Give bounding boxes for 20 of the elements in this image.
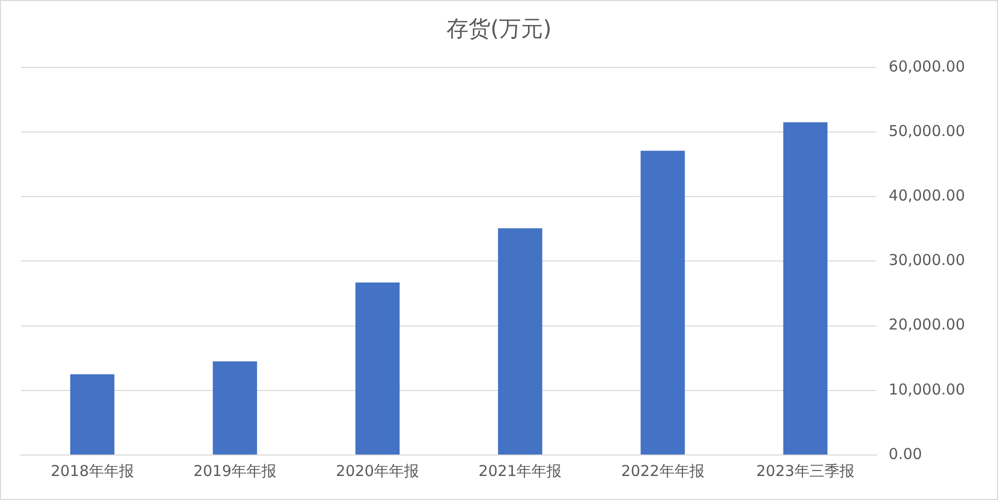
- x-tick-label: 2020年年报: [336, 462, 420, 480]
- y-tick-label: 50,000.00: [888, 122, 966, 140]
- bar: [70, 374, 114, 454]
- y-tick-label: 0.00: [888, 444, 922, 463]
- y-tick-label: 60,000.00: [888, 57, 966, 76]
- x-tick-label: 2023年三季报: [756, 462, 854, 480]
- y-tick-label: 40,000.00: [888, 186, 966, 204]
- chart-title: 存货(万元): [446, 16, 552, 42]
- y-tick-label: 10,000.00: [888, 380, 966, 398]
- y-tick-label: 20,000.00: [888, 316, 966, 334]
- bar: [212, 361, 258, 454]
- bar: [783, 122, 828, 454]
- y-tick-label: 30,000.00: [888, 251, 966, 270]
- x-tick-label: 2021年年报: [478, 462, 562, 480]
- x-tick-label: 2022年年报: [621, 462, 704, 480]
- bar: [355, 282, 400, 454]
- x-tick-label: 2019年年报: [193, 462, 277, 480]
- x-tick-label: 2018年年报: [50, 462, 134, 480]
- bar: [640, 150, 685, 454]
- bar: [498, 228, 542, 454]
